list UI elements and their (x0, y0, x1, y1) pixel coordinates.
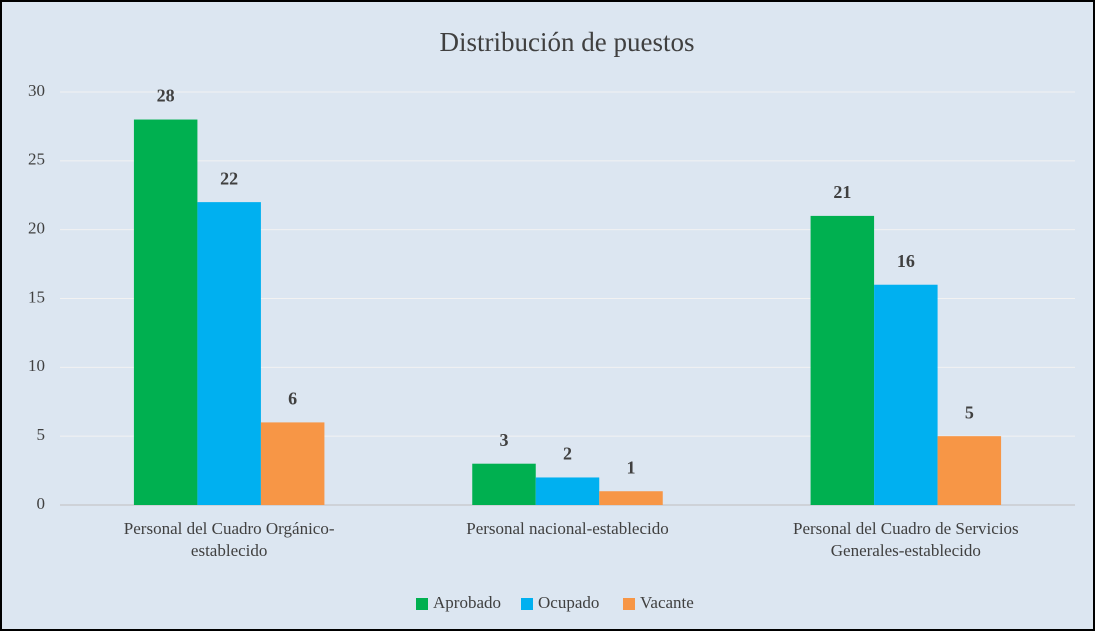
bar (260, 422, 325, 505)
data-label: 21 (833, 182, 851, 202)
y-tick-label: 30 (28, 81, 45, 100)
x-tick-label-line: Personal nacional-establecido (466, 519, 669, 538)
legend-swatch (521, 598, 533, 610)
bar (599, 491, 663, 505)
x-tick-label-line: Personal del Cuadro de Servicios (793, 519, 1019, 538)
x-tick-label-line: Personal del Cuadro Orgánico- (124, 519, 335, 538)
bar (937, 436, 1002, 505)
data-label: 6 (288, 389, 297, 409)
bar (472, 463, 536, 505)
data-label: 5 (965, 402, 974, 422)
legend-label: Vacante (640, 593, 694, 612)
legend-swatch (416, 598, 428, 610)
y-tick-label: 25 (28, 150, 45, 169)
chart-title: Distribución de puestos (440, 27, 695, 57)
data-label: 22 (220, 168, 238, 188)
x-tick-label-line: establecido (191, 541, 267, 560)
y-tick-label: 20 (28, 219, 45, 238)
bar (197, 202, 261, 505)
x-tick-label-line: Generales-establecido (831, 541, 981, 560)
data-label: 1 (627, 457, 636, 477)
x-tick-label: Personal del Cuadro de Servicios Generale… (793, 519, 1019, 560)
bar (874, 284, 938, 505)
bar (535, 477, 600, 505)
legend-label: Aprobado (433, 593, 501, 612)
y-tick-label: 15 (28, 287, 45, 306)
legend-swatch (623, 598, 635, 610)
x-tick-label: Personal del Cuadro Orgánico-establecido (124, 519, 335, 560)
bar (810, 215, 875, 505)
bar (133, 119, 198, 506)
y-tick-label: 0 (37, 494, 46, 513)
data-label: 28 (157, 86, 175, 106)
y-tick-label: 10 (28, 356, 45, 375)
data-label: 16 (897, 251, 915, 271)
data-label: 3 (500, 430, 509, 450)
y-tick-label: 5 (37, 425, 46, 444)
data-label: 2 (563, 444, 572, 464)
x-tick-label: Personal nacional-establecido (466, 519, 669, 538)
legend-label: Ocupado (538, 593, 599, 612)
